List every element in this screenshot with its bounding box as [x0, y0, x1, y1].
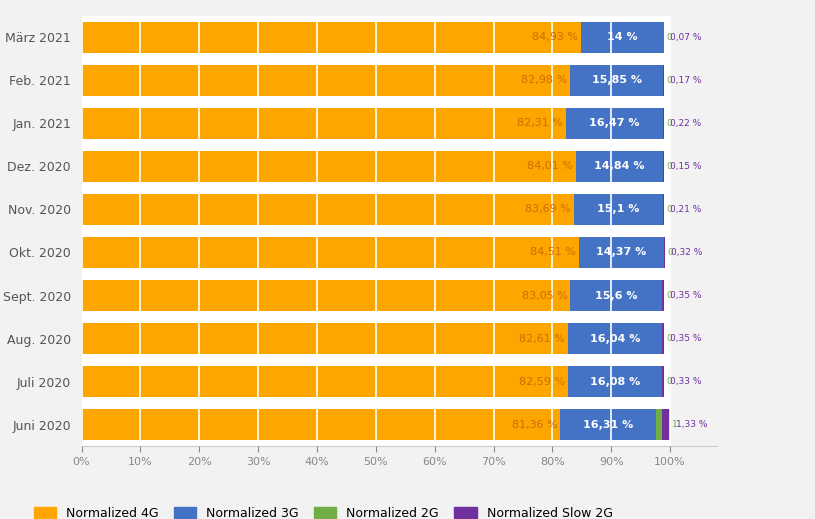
- Bar: [82, 323, 568, 354]
- Bar: [82, 237, 579, 268]
- Text: 81,36 %: 81,36 %: [512, 420, 557, 430]
- Text: 0,32 %: 0,32 %: [672, 248, 703, 257]
- Text: 16,08 %: 16,08 %: [590, 377, 640, 387]
- Bar: [570, 65, 663, 95]
- Bar: [561, 409, 656, 440]
- Text: 1,33 %: 1,33 %: [676, 420, 707, 429]
- Bar: [662, 280, 664, 311]
- Bar: [82, 280, 570, 311]
- Text: 82,98 %: 82,98 %: [521, 75, 567, 85]
- Bar: [82, 317, 670, 360]
- Bar: [663, 65, 664, 95]
- Bar: [82, 409, 561, 440]
- Bar: [82, 188, 670, 231]
- Text: 16,04 %: 16,04 %: [590, 334, 640, 344]
- Text: 83,69 %: 83,69 %: [526, 204, 571, 214]
- Text: 0: 0: [666, 162, 672, 171]
- Text: 14,84 %: 14,84 %: [594, 161, 645, 171]
- Bar: [576, 151, 663, 182]
- Text: 0,17 %: 0,17 %: [670, 76, 702, 85]
- Bar: [82, 108, 566, 139]
- Bar: [82, 59, 670, 102]
- Text: 82,31 %: 82,31 %: [518, 118, 563, 128]
- Text: 84,93 %: 84,93 %: [532, 32, 579, 42]
- Text: 16,47 %: 16,47 %: [589, 118, 640, 128]
- Text: 0: 0: [666, 33, 672, 42]
- Bar: [656, 409, 663, 440]
- Legend: Normalized 4G, Normalized 3G, Normalized 2G, Normalized Slow 2G: Normalized 4G, Normalized 3G, Normalized…: [28, 501, 619, 519]
- Text: 16,31 %: 16,31 %: [584, 420, 633, 430]
- Bar: [82, 145, 670, 188]
- Bar: [82, 366, 567, 397]
- Text: 84,51 %: 84,51 %: [530, 248, 576, 257]
- Bar: [82, 360, 670, 403]
- Bar: [663, 151, 664, 182]
- Text: 83,05 %: 83,05 %: [522, 291, 567, 301]
- Bar: [82, 16, 670, 59]
- Text: 15,1 %: 15,1 %: [597, 204, 640, 214]
- Text: 0: 0: [666, 76, 672, 85]
- Text: 82,59 %: 82,59 %: [518, 377, 565, 387]
- Text: 15,6 %: 15,6 %: [595, 291, 637, 301]
- Bar: [579, 237, 663, 268]
- Text: 0: 0: [666, 119, 672, 128]
- Bar: [566, 108, 663, 139]
- Text: 14,37 %: 14,37 %: [596, 248, 646, 257]
- Bar: [574, 194, 663, 225]
- Bar: [662, 323, 664, 354]
- Bar: [663, 194, 664, 225]
- Text: 0,33 %: 0,33 %: [670, 377, 702, 386]
- Text: 0: 0: [666, 377, 672, 386]
- Text: 0: 0: [667, 248, 673, 257]
- Bar: [663, 366, 664, 397]
- Text: 15,85 %: 15,85 %: [592, 75, 641, 85]
- Text: 0,07 %: 0,07 %: [670, 33, 702, 42]
- Bar: [663, 409, 670, 440]
- Bar: [82, 274, 670, 317]
- Text: 0,21 %: 0,21 %: [670, 205, 702, 214]
- Text: 14 %: 14 %: [607, 32, 638, 42]
- Bar: [82, 231, 670, 274]
- Text: 0,22 %: 0,22 %: [670, 119, 702, 128]
- Text: 0,35 %: 0,35 %: [670, 334, 702, 343]
- Bar: [663, 237, 665, 268]
- Bar: [82, 102, 670, 145]
- Text: 84,01 %: 84,01 %: [527, 161, 573, 171]
- Text: 0: 0: [666, 334, 672, 343]
- Text: 1: 1: [672, 420, 677, 429]
- Bar: [82, 403, 670, 446]
- Bar: [82, 151, 576, 182]
- Bar: [567, 366, 663, 397]
- Bar: [581, 22, 663, 52]
- Bar: [570, 280, 662, 311]
- Bar: [82, 194, 574, 225]
- Text: 82,61 %: 82,61 %: [519, 334, 565, 344]
- Bar: [568, 323, 662, 354]
- Bar: [82, 22, 581, 52]
- Text: 0,35 %: 0,35 %: [670, 291, 702, 300]
- Text: 0,15 %: 0,15 %: [670, 162, 702, 171]
- Text: 0: 0: [666, 291, 672, 300]
- Bar: [82, 65, 570, 95]
- Text: 0: 0: [666, 205, 672, 214]
- Bar: [663, 108, 664, 139]
